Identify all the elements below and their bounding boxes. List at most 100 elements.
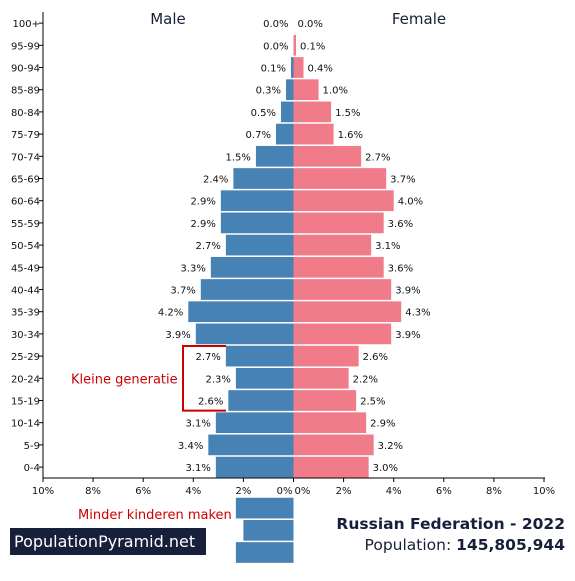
female-value-label: 1.0% xyxy=(323,86,348,97)
annotations-group: Kleine generatie Minder kinderen maken xyxy=(71,345,294,563)
brand-logo[interactable]: PopulationPyramid.net xyxy=(10,528,206,555)
country-year: Russian Federation - 2022 xyxy=(336,515,565,533)
male-bar xyxy=(220,190,294,212)
female-bar xyxy=(293,434,374,456)
male-value-label: 2.4% xyxy=(203,175,228,186)
female-bar xyxy=(293,168,387,189)
minder-kinderen-label: Minder kinderen maken xyxy=(78,508,232,523)
population-label: Population: xyxy=(364,536,452,554)
male-value-label: 2.7% xyxy=(195,352,220,363)
header-female: Female xyxy=(392,10,446,28)
male-value-label: 3.4% xyxy=(178,441,203,452)
x-tick-label-left: 8% xyxy=(85,486,101,497)
female-bar xyxy=(293,234,372,256)
male-value-label: 2.9% xyxy=(190,197,215,208)
male-value-label: 3.1% xyxy=(185,419,210,430)
age-label: 15-19 xyxy=(11,397,40,408)
header-male: Male xyxy=(150,10,186,28)
bars-group: 0.0% 0.0% 0.0% 0.1% 0.1% 0.4% 0.3% 1.0% 0.5% 1.5%… xyxy=(158,19,431,478)
age-label: 50-54 xyxy=(11,241,40,252)
inset-bar xyxy=(235,497,294,519)
x-tick-label-right: 0% xyxy=(295,486,311,497)
female-bar xyxy=(293,323,392,345)
x-tick-label-left: 6% xyxy=(135,486,151,497)
age-label: 35-39 xyxy=(11,308,40,319)
female-value-label: 3.2% xyxy=(378,441,403,452)
age-label: 85-89 xyxy=(11,86,40,97)
male-value-label: 4.2% xyxy=(158,308,183,319)
x-tick-label-left: 0% xyxy=(277,486,293,497)
male-bar xyxy=(285,79,294,101)
age-label: 100+ xyxy=(13,19,40,30)
female-bar xyxy=(293,123,334,145)
male-value-label: 0.5% xyxy=(251,108,276,119)
male-value-label: 1.5% xyxy=(226,152,251,163)
x-tick-label-right: 6% xyxy=(436,486,452,497)
female-value-label: 3.1% xyxy=(375,241,400,252)
female-value-label: 1.6% xyxy=(338,130,363,141)
male-bar xyxy=(225,234,294,256)
x-tick-label-left: 10% xyxy=(32,486,54,497)
female-bar xyxy=(293,456,369,478)
female-bar xyxy=(293,145,362,167)
male-bar xyxy=(195,323,294,345)
x-tick-label-left: 4% xyxy=(185,486,201,497)
age-label: 20-24 xyxy=(11,374,40,385)
male-value-label: 2.6% xyxy=(198,397,223,408)
female-value-label: 3.0% xyxy=(373,463,398,474)
male-bar xyxy=(233,168,294,189)
female-value-label: 3.7% xyxy=(390,175,415,186)
male-bar xyxy=(188,301,294,323)
age-label: 80-84 xyxy=(11,108,40,119)
male-bar xyxy=(228,390,294,411)
inset-bar xyxy=(243,519,294,541)
female-value-label: 0.0% xyxy=(298,19,323,30)
male-value-label: 2.9% xyxy=(190,219,215,230)
female-value-label: 4.0% xyxy=(398,197,423,208)
female-bar xyxy=(293,101,332,123)
female-value-label: 1.5% xyxy=(335,108,360,119)
male-value-label: 0.3% xyxy=(256,86,281,97)
male-bar xyxy=(225,345,294,367)
female-bar xyxy=(293,367,349,389)
age-label: 70-74 xyxy=(11,152,40,163)
inset-bar xyxy=(235,542,294,563)
age-label: 55-59 xyxy=(11,219,40,230)
age-label: 0-4 xyxy=(24,463,40,474)
male-bar xyxy=(200,279,294,300)
female-bar xyxy=(293,79,319,101)
male-bar xyxy=(208,434,294,456)
female-value-label: 3.9% xyxy=(395,286,420,297)
x-tick-label-right: 8% xyxy=(486,486,502,497)
female-value-label: 2.7% xyxy=(365,152,390,163)
footer-title: Russian Federation - 2022 Population: 14… xyxy=(336,514,565,556)
female-value-label: 0.1% xyxy=(300,41,325,52)
age-label: 75-79 xyxy=(11,130,40,141)
female-value-label: 4.3% xyxy=(405,308,430,319)
x-tick-label-right: 10% xyxy=(533,486,555,497)
male-value-label: 3.1% xyxy=(185,463,210,474)
age-label: 25-29 xyxy=(11,352,40,363)
male-value-label: 2.7% xyxy=(195,241,220,252)
male-bar xyxy=(290,57,294,78)
kleine-generatie-bracket xyxy=(182,345,226,412)
male-bar xyxy=(220,212,294,234)
female-value-label: 0.4% xyxy=(308,64,333,75)
axes-group: 100+ 95-99 90-94 85-89 80-84 75-79 70-74 65-69 6… xyxy=(11,12,555,497)
female-bar xyxy=(293,57,304,78)
age-label: 95-99 xyxy=(11,41,40,52)
age-label: 90-94 xyxy=(11,64,40,75)
male-value-label: 2.3% xyxy=(205,374,230,385)
male-bar xyxy=(215,456,294,478)
female-bar xyxy=(293,390,357,411)
kleine-generatie-label: Kleine generatie xyxy=(71,372,178,387)
male-bar xyxy=(210,256,294,278)
age-label: 40-44 xyxy=(11,286,40,297)
male-value-label: 0.7% xyxy=(246,130,271,141)
age-label: 5-9 xyxy=(24,441,40,452)
female-bar xyxy=(293,345,359,367)
female-bar xyxy=(293,34,297,56)
female-bar xyxy=(293,256,384,278)
male-value-label: 3.7% xyxy=(170,286,195,297)
